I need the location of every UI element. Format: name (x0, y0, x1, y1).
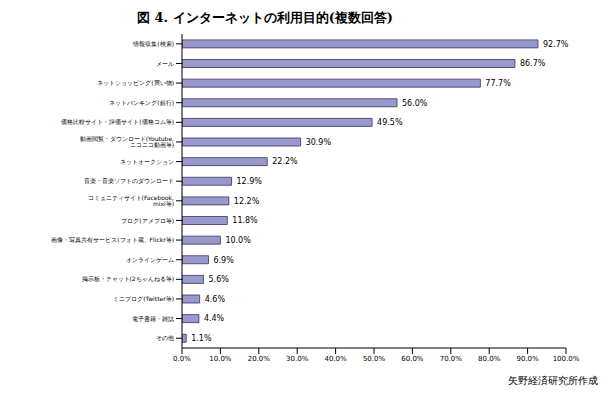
html-text:図 4. インターネットの利用目的(複数回答): 図 4. インターネットの利用目的(複数回答) (137, 10, 393, 25)
svg-text:6.9%: 6.9% (213, 256, 234, 265)
svg-text:ミニブログ(Twitter等): ミニブログ(Twitter等) (113, 295, 174, 302)
svg-text:4.4%: 4.4% (204, 314, 225, 323)
svg-text:価格比較サイト・評価サイト(価格コム等): 価格比較サイト・評価サイト(価格コム等) (61, 118, 174, 125)
svg-text:ブログ(アメブロ等): ブログ(アメブロ等) (121, 217, 174, 224)
svg-text:掲示板・チャット(2ちゃんねる等): 掲示板・チャット(2ちゃんねる等) (82, 275, 175, 282)
html-text:矢野経済研究所作成: 矢野経済研究所作成 (508, 375, 598, 386)
svg-text:10.0%: 10.0% (225, 236, 251, 245)
svg-text:92.7%: 92.7% (543, 40, 569, 49)
svg-text:90.0%: 90.0% (516, 355, 539, 363)
svg-text:その他: その他 (156, 334, 174, 342)
svg-text:1.1%: 1.1% (191, 334, 212, 343)
svg-text:40.0%: 40.0% (324, 355, 347, 363)
svg-text:70.0%: 70.0% (440, 355, 463, 363)
svg-text:60.0%: 60.0% (401, 355, 424, 363)
svg-text:12.9%: 12.9% (237, 177, 263, 186)
svg-text:コミュニティサイト(Facebook,mixi等): コミュニティサイト(Facebook,mixi等) (88, 194, 175, 207)
svg-text:5.6%: 5.6% (209, 275, 230, 284)
svg-text:音楽・音楽ソフトのダウンロード: 音楽・音楽ソフトのダウンロード (84, 177, 174, 184)
svg-text:11.8%: 11.8% (232, 216, 258, 225)
svg-text:ネットオークション: ネットオークション (120, 158, 174, 165)
svg-text:30.0%: 30.0% (286, 355, 309, 363)
svg-text:56.0%: 56.0% (402, 99, 428, 108)
svg-text:22.2%: 22.2% (272, 157, 298, 166)
svg-text:77.7%: 77.7% (485, 79, 511, 88)
svg-text:20.0%: 20.0% (248, 355, 271, 363)
svg-text:4.6%: 4.6% (205, 295, 226, 304)
svg-text:画像・写真共有サービス(フォト蔵、Flickr等): 画像・写真共有サービス(フォト蔵、Flickr等) (51, 236, 174, 243)
svg-text:30.9%: 30.9% (306, 138, 332, 147)
svg-text:49.5%: 49.5% (377, 118, 403, 127)
svg-text:10.0%: 10.0% (209, 355, 232, 363)
svg-text:50.0%: 50.0% (363, 355, 386, 363)
svg-text:12.2%: 12.2% (234, 197, 260, 206)
svg-text:ネットショッピング(買い物): ネットショッピング(買い物) (97, 79, 174, 86)
svg-text:80.0%: 80.0% (478, 355, 501, 363)
svg-text:情報収集(検索): 情報収集(検索) (132, 40, 174, 47)
svg-text:100.0%: 100.0% (553, 355, 580, 363)
svg-text:動画閲覧・ダウンロード(Youtube,ニコニコ動画等): 動画閲覧・ダウンロード(Youtube,ニコニコ動画等) (80, 135, 174, 148)
svg-text:オンラインゲーム: オンラインゲーム (126, 256, 174, 263)
svg-text:電子書籍・雑誌: 電子書籍・雑誌 (132, 315, 174, 322)
svg-text:ネットバンキング(銀行): ネットバンキング(銀行) (109, 99, 174, 106)
svg-text:0.0%: 0.0% (173, 355, 191, 363)
svg-text:メール: メール (156, 60, 174, 67)
svg-text:86.7%: 86.7% (520, 59, 546, 68)
